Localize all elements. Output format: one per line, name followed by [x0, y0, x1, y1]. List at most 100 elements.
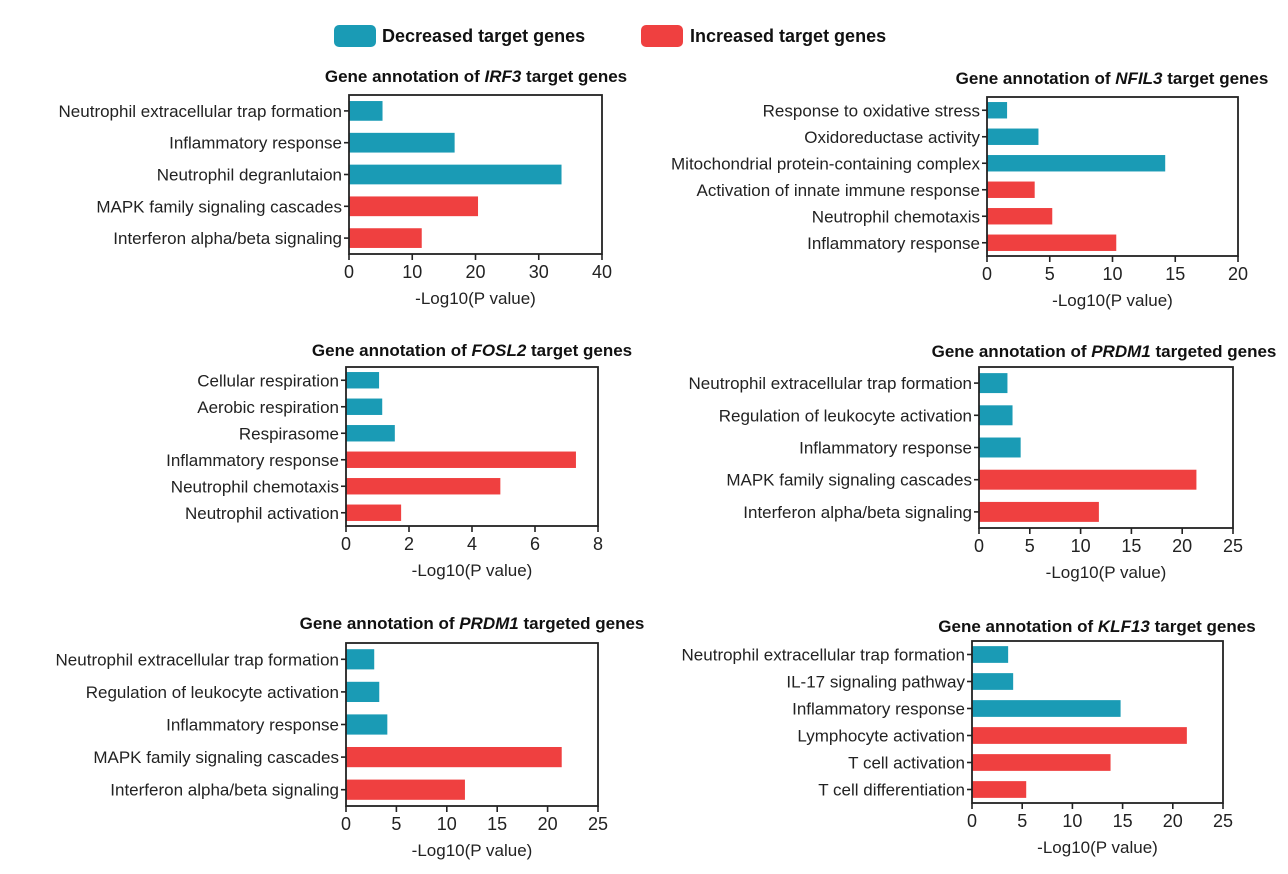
category-label: Neutrophil degranlutaion	[157, 166, 342, 185]
axes-frame	[986, 96, 1239, 257]
category-label: Oxidoreductase activity	[804, 128, 980, 147]
category-label: Neutrophil chemotaxis	[171, 477, 339, 496]
category-label: Neutrophil extracellular trap formation	[689, 374, 972, 393]
category-label: MAPK family signaling cascades	[726, 471, 972, 490]
bar-increased	[987, 181, 1035, 198]
category-label: Regulation of leukocyte activation	[86, 683, 339, 702]
chart-title: Gene annotation of KLF13 target genes	[938, 617, 1255, 636]
x-tick-label: 20	[1172, 536, 1192, 556]
chart-title-prefix: Gene annotation of	[956, 69, 1116, 88]
legend-swatch-increased	[641, 25, 683, 47]
chart-title: Gene annotation of NFIL3 target genes	[956, 69, 1269, 88]
x-axis-label: -Log10(P value)	[1046, 563, 1167, 582]
bar-increased	[979, 469, 1197, 490]
bar-decreased	[346, 425, 395, 442]
axes-frame	[345, 642, 599, 807]
chart-6: Gene annotation of KLF13 target genes Neu…	[682, 617, 1256, 857]
bar-decreased	[972, 646, 1009, 663]
x-tick-label: 20	[1228, 264, 1248, 284]
bar-decreased	[346, 398, 383, 415]
chart-title-prefix: Gene annotation of	[325, 67, 485, 86]
bar-decreased	[349, 101, 383, 121]
chart-title-gene: FOSL2	[472, 341, 527, 360]
x-tick-label: 0	[344, 262, 354, 282]
bar-increased	[346, 779, 465, 800]
bar-decreased	[346, 372, 380, 389]
bar-decreased	[349, 164, 562, 185]
category-label: Cellular respiration	[197, 371, 339, 390]
category-label: Inflammatory response	[166, 716, 339, 735]
category-label: Inflammatory response	[799, 439, 972, 458]
category-label: T cell differentiation	[818, 781, 965, 800]
charts-container: Gene annotation of IRF3 target genes Neut…	[56, 67, 1277, 860]
bar-decreased	[972, 673, 1014, 690]
x-tick-label: 25	[1223, 536, 1243, 556]
category-label: IL-17 signaling pathway	[786, 673, 965, 692]
bar-increased	[346, 451, 576, 468]
bar-increased	[972, 754, 1111, 771]
category-label: Regulation of leukocyte activation	[719, 406, 972, 425]
chart-2: Gene annotation of NFIL3 target genes Res…	[671, 69, 1268, 310]
chart-title-suffix: target genes	[521, 67, 627, 86]
x-tick-label: 0	[967, 811, 977, 831]
chart-title-suffix: targeted genes	[1151, 342, 1277, 361]
bar-decreased	[987, 155, 1166, 172]
chart-5: Gene annotation of PRDM1 targeted genes N…	[56, 614, 645, 860]
x-axis-label: -Log10(P value)	[415, 289, 536, 308]
bar-increased	[987, 234, 1117, 251]
bar-increased	[987, 208, 1053, 225]
category-label: Neutrophil chemotaxis	[812, 207, 980, 226]
bar-decreased	[979, 405, 1013, 426]
chart-1: Gene annotation of IRF3 target genes Neut…	[59, 67, 628, 308]
chart-title-prefix: Gene annotation of	[938, 617, 1098, 636]
bar-increased	[972, 727, 1187, 744]
chart-title-suffix: targeted genes	[519, 614, 645, 633]
bar-increased	[346, 478, 501, 495]
category-label: Neutrophil extracellular trap formation	[682, 646, 965, 665]
x-tick-label: 15	[1113, 811, 1133, 831]
axes-frame	[978, 366, 1234, 529]
x-axis-label: -Log10(P value)	[412, 561, 533, 580]
x-tick-label: 5	[391, 814, 401, 834]
category-label: Inflammatory response	[792, 700, 965, 719]
legend-label-decreased: Decreased target genes	[382, 26, 585, 46]
category-label: Lymphocyte activation	[797, 727, 965, 746]
bar-decreased	[987, 128, 1039, 145]
bar-decreased	[346, 681, 380, 703]
category-label: MAPK family signaling cascades	[93, 748, 339, 767]
chart-title-gene: IRF3	[484, 67, 521, 86]
x-tick-label: 4	[467, 534, 477, 554]
chart-title-suffix: target genes	[1163, 69, 1269, 88]
bar-decreased	[972, 700, 1121, 717]
x-tick-label: 15	[487, 814, 507, 834]
x-tick-label: 5	[1017, 811, 1027, 831]
category-label: Interferon alpha/beta signaling	[113, 229, 342, 248]
chart-title: Gene annotation of FOSL2 target genes	[312, 341, 632, 360]
category-label: T cell activation	[848, 754, 965, 773]
x-tick-label: 0	[982, 264, 992, 284]
chart-title-prefix: Gene annotation of	[932, 342, 1092, 361]
bar-decreased	[987, 102, 1008, 119]
category-label: MAPK family signaling cascades	[96, 197, 342, 216]
x-tick-label: 30	[529, 262, 549, 282]
x-tick-label: 5	[1025, 536, 1035, 556]
x-tick-label: 10	[437, 814, 457, 834]
chart-title-gene: PRDM1	[459, 614, 519, 633]
x-tick-label: 10	[1062, 811, 1082, 831]
x-tick-label: 0	[341, 534, 351, 554]
category-label: Interferon alpha/beta signaling	[110, 781, 339, 800]
chart-title-gene: KLF13	[1098, 617, 1151, 636]
bar-increased	[979, 501, 1099, 522]
chart-title-suffix: target genes	[526, 341, 632, 360]
chart-title: Gene annotation of PRDM1 targeted genes	[932, 342, 1277, 361]
chart-4: Gene annotation of PRDM1 targeted genes N…	[689, 342, 1277, 582]
x-tick-label: 20	[1163, 811, 1183, 831]
category-label: Inflammatory response	[169, 134, 342, 153]
bar-increased	[349, 196, 479, 217]
bar-decreased	[346, 649, 375, 670]
category-label: Aerobic respiration	[197, 398, 339, 417]
category-label: Interferon alpha/beta signaling	[743, 503, 972, 522]
x-tick-label: 8	[593, 534, 603, 554]
category-label: Neutrophil activation	[185, 504, 339, 523]
